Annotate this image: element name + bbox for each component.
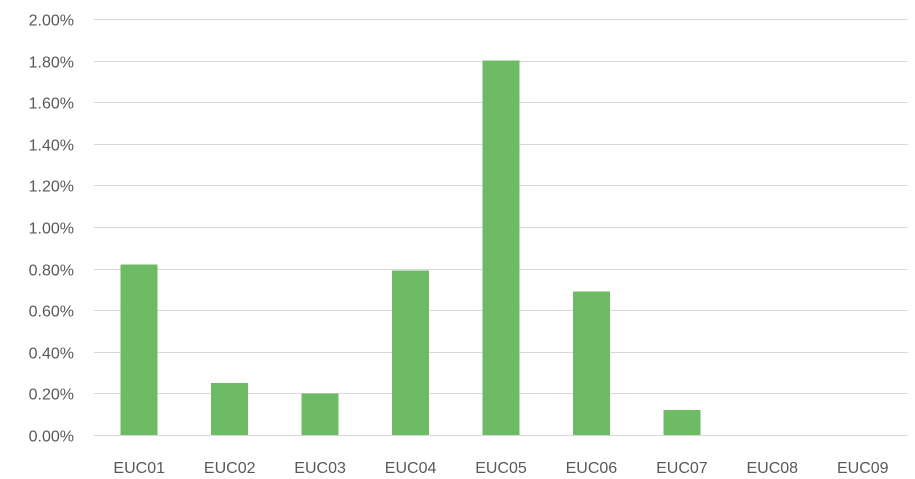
bar-euc06 [572,291,610,435]
bar-euc04 [392,270,430,435]
x-tick-label: EUC03 [294,460,346,477]
x-tick-label: EUC01 [113,460,165,477]
y-axis-tick-labels: 0.00% 0.20% 0.40% 0.60% 0.80% 1.00% 1.20% 1.40%… [29,13,74,446]
y-tick-label: 0.80% [29,263,74,280]
x-tick-label: EUC04 [385,460,437,477]
y-tick-label: 1.40% [29,138,74,155]
bars [120,60,701,435]
x-tick-label: EUC06 [566,460,618,477]
y-tick-label: 1.80% [29,55,74,72]
bar-euc05 [482,60,520,435]
x-tick-label: EUC07 [656,460,708,477]
y-tick-label: 1.00% [29,221,74,238]
bar-euc02 [211,383,249,435]
y-tick-label: 2.00% [29,13,74,30]
y-tick-label: 0.40% [29,346,74,363]
y-tick-label: 1.60% [29,96,74,113]
bar-euc01 [120,264,158,435]
y-tick-label: 0.20% [29,387,74,404]
bar-euc07 [663,410,701,435]
x-tick-label: EUC08 [747,460,799,477]
bar-euc03 [301,393,339,435]
x-axis-tick-labels: EUC01 EUC02 EUC03 EUC04 EUC05 EUC06 EUC07 EUC08… [113,460,888,477]
y-tick-label: 0.60% [29,304,74,321]
y-tick-label: 0.00% [29,429,74,446]
x-tick-label: EUC05 [475,460,527,477]
x-tick-label: EUC09 [837,460,889,477]
x-tick-label: EUC02 [204,460,256,477]
y-tick-label: 1.20% [29,179,74,196]
